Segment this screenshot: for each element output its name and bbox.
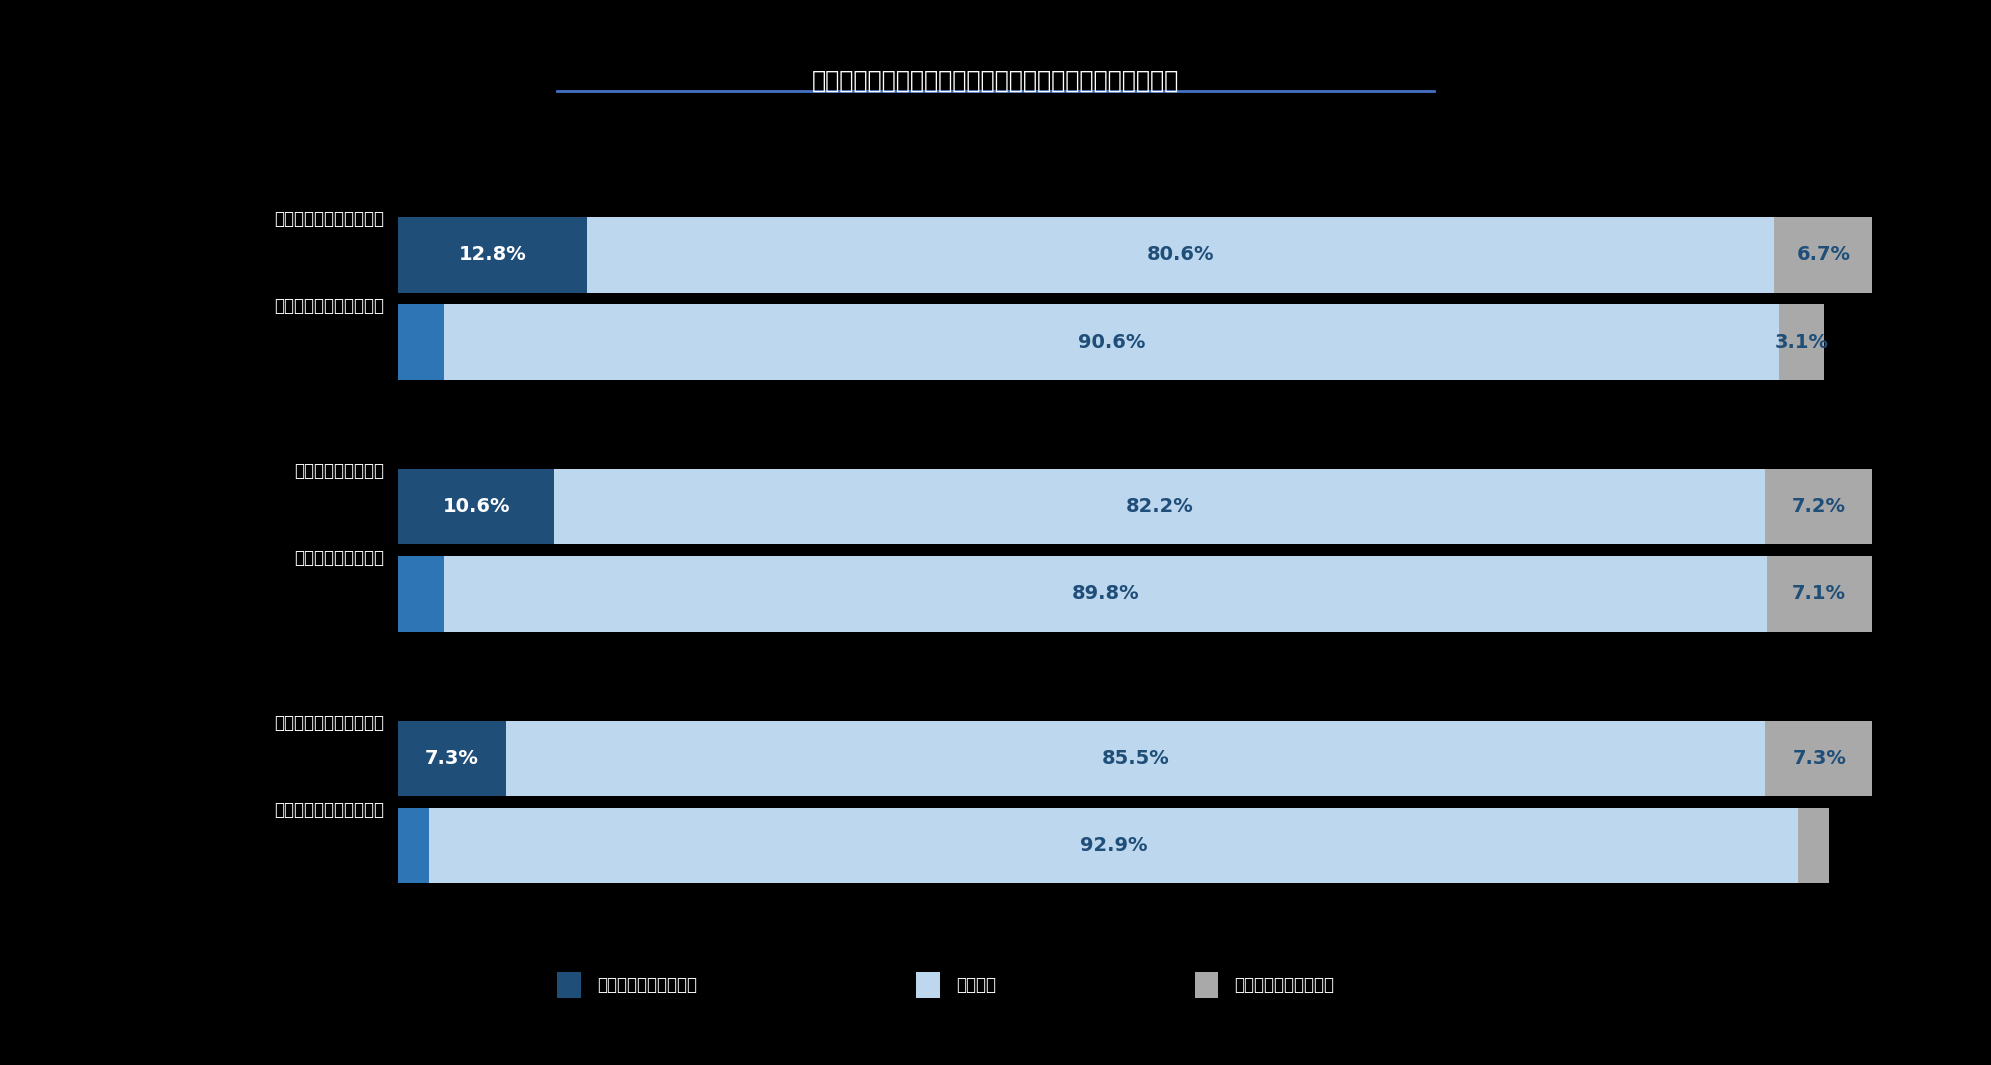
Bar (398, 469, 553, 544)
Bar (398, 217, 587, 293)
Bar (430, 808, 1798, 884)
Bar (444, 556, 1766, 632)
Bar (1778, 305, 1824, 380)
Text: 85.5%: 85.5% (1101, 749, 1169, 768)
Bar (1766, 721, 1874, 797)
Text: 92.9%: 92.9% (1079, 836, 1147, 855)
Text: 82.2%: 82.2% (1127, 497, 1195, 517)
Bar (506, 721, 1766, 797)
Text: 89.8%: 89.8% (1071, 585, 1139, 604)
Text: 近所付き合いが増えた: 近所付き合いが増えた (597, 977, 697, 994)
Text: 90.6%: 90.6% (1077, 332, 1145, 351)
Text: 3.1%: 3.1% (1774, 332, 1828, 351)
Text: 10.6%: 10.6% (442, 497, 510, 517)
Text: 近所付き合いが減った: 近所付き合いが減った (1234, 977, 1334, 994)
Text: 7.1%: 7.1% (1792, 585, 1846, 604)
Bar (1766, 469, 1872, 544)
Bar (444, 305, 1778, 380)
Text: 7.3%: 7.3% (424, 749, 480, 768)
Bar (1798, 808, 1830, 884)
Bar (398, 721, 506, 797)
Bar (398, 305, 444, 380)
Text: 7.2%: 7.2% (1792, 497, 1846, 517)
Bar (553, 469, 1766, 544)
Text: 7.3%: 7.3% (1792, 749, 1846, 768)
Text: 12.8%: 12.8% (458, 245, 526, 264)
Text: 80.6%: 80.6% (1147, 245, 1215, 264)
Bar (1766, 556, 1872, 632)
Text: コロナ禅以後の近所付き合いの程度と子どもの有無の関係: コロナ禅以後の近所付き合いの程度と子どもの有無の関係 (812, 69, 1179, 94)
Bar (398, 808, 430, 884)
Bar (1774, 217, 1874, 293)
Text: 変化なし: 変化なし (956, 977, 996, 994)
Bar (587, 217, 1774, 293)
Text: 6.7%: 6.7% (1796, 245, 1852, 264)
Bar (398, 556, 444, 632)
